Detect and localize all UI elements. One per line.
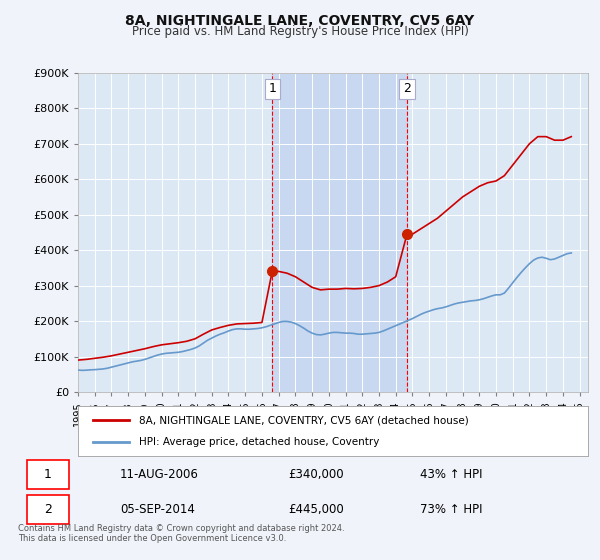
Text: 8A, NIGHTINGALE LANE, COVENTRY, CV5 6AY (detached house): 8A, NIGHTINGALE LANE, COVENTRY, CV5 6AY … bbox=[139, 415, 469, 425]
Text: 1: 1 bbox=[44, 468, 52, 481]
Text: 73% ↑ HPI: 73% ↑ HPI bbox=[420, 503, 482, 516]
Text: 1: 1 bbox=[268, 82, 276, 95]
Text: 43% ↑ HPI: 43% ↑ HPI bbox=[420, 468, 482, 481]
Text: 2: 2 bbox=[403, 82, 411, 95]
Text: 05-SEP-2014: 05-SEP-2014 bbox=[120, 503, 195, 516]
Text: 11-AUG-2006: 11-AUG-2006 bbox=[120, 468, 199, 481]
Bar bbox=[272, 73, 407, 392]
Text: Price paid vs. HM Land Registry's House Price Index (HPI): Price paid vs. HM Land Registry's House … bbox=[131, 25, 469, 38]
Text: Contains HM Land Registry data © Crown copyright and database right 2024.
This d: Contains HM Land Registry data © Crown c… bbox=[18, 524, 344, 543]
Text: 8A, NIGHTINGALE LANE, COVENTRY, CV5 6AY: 8A, NIGHTINGALE LANE, COVENTRY, CV5 6AY bbox=[125, 14, 475, 28]
FancyBboxPatch shape bbox=[27, 460, 69, 489]
FancyBboxPatch shape bbox=[27, 495, 69, 524]
Text: 2: 2 bbox=[44, 503, 52, 516]
Text: HPI: Average price, detached house, Coventry: HPI: Average price, detached house, Cove… bbox=[139, 437, 380, 447]
Text: £340,000: £340,000 bbox=[288, 468, 344, 481]
Text: £445,000: £445,000 bbox=[288, 503, 344, 516]
